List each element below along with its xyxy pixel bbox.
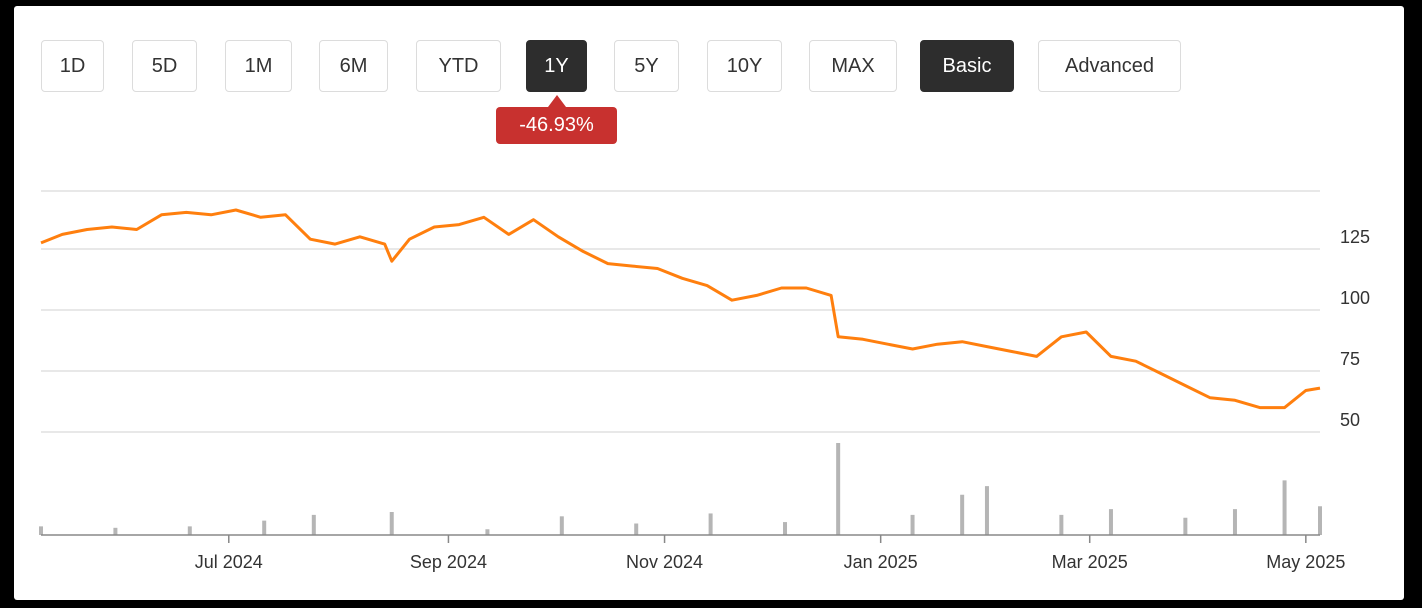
- x-tick-label: Mar 2025: [1052, 552, 1128, 572]
- price-line: [40, 208, 1321, 410]
- x-tick-label: May 2025: [1266, 552, 1345, 572]
- x-tick-label: Jan 2025: [844, 552, 918, 572]
- range-button-1d[interactable]: 1D: [41, 40, 104, 92]
- change-badge: -46.93%: [496, 107, 617, 144]
- volume-bar: [1232, 509, 1237, 535]
- x-tick-label: Sep 2024: [410, 552, 487, 572]
- volume-bar: [113, 527, 118, 535]
- range-button-1m[interactable]: 1M: [225, 40, 292, 92]
- volume-bar: [708, 513, 713, 535]
- volume-bar: [485, 529, 490, 535]
- y-tick-label: 100: [1340, 288, 1370, 308]
- volume-bar: [1183, 517, 1188, 535]
- y-tick-label: 75: [1340, 349, 1360, 369]
- mode-button-advanced[interactable]: Advanced: [1038, 40, 1181, 92]
- volume-bar: [1108, 509, 1113, 535]
- range-button-10y[interactable]: 10Y: [707, 40, 782, 92]
- change-badge-pointer: [548, 95, 566, 107]
- range-button-ytd[interactable]: YTD: [416, 40, 501, 92]
- range-button-6m[interactable]: 6M: [319, 40, 388, 92]
- volume-bar: [783, 522, 788, 535]
- volume-bar: [262, 520, 267, 535]
- mode-button-basic[interactable]: Basic: [920, 40, 1014, 92]
- volume-bar: [39, 526, 43, 535]
- volume-bar: [1318, 506, 1322, 535]
- x-tick-label: Nov 2024: [626, 552, 703, 572]
- volume-bar: [389, 512, 394, 535]
- chart-widget: 1D 5D 1M 6M YTD 1Y 5Y 10Y MAX Basic Adva…: [14, 6, 1404, 600]
- volume-bar: [960, 494, 965, 535]
- x-tick-label: Jul 2024: [195, 552, 263, 572]
- range-button-1y[interactable]: 1Y: [526, 40, 587, 92]
- range-toolbar: 1D 5D 1M 6M YTD 1Y 5Y 10Y MAX Basic Adva…: [14, 6, 1404, 106]
- volume-bar: [836, 443, 841, 535]
- volume-bar: [634, 523, 639, 535]
- y-tick-label: 50: [1340, 410, 1360, 430]
- volume-bar: [559, 516, 564, 535]
- y-tick-label: 125: [1340, 227, 1370, 247]
- volume-bar: [984, 486, 989, 535]
- range-button-5y[interactable]: 5Y: [614, 40, 679, 92]
- range-button-max[interactable]: MAX: [809, 40, 897, 92]
- volume-bar: [187, 526, 192, 535]
- price-chart: 125 100 75 50 Jul 2024 Sep 2024 Nov 2024 Jan 20…: [39, 190, 1370, 572]
- range-button-5d[interactable]: 5D: [132, 40, 197, 92]
- volume-bar: [311, 514, 316, 535]
- volume-bar: [1282, 480, 1287, 535]
- volume-bar: [910, 514, 915, 535]
- volume-bar: [1059, 514, 1064, 535]
